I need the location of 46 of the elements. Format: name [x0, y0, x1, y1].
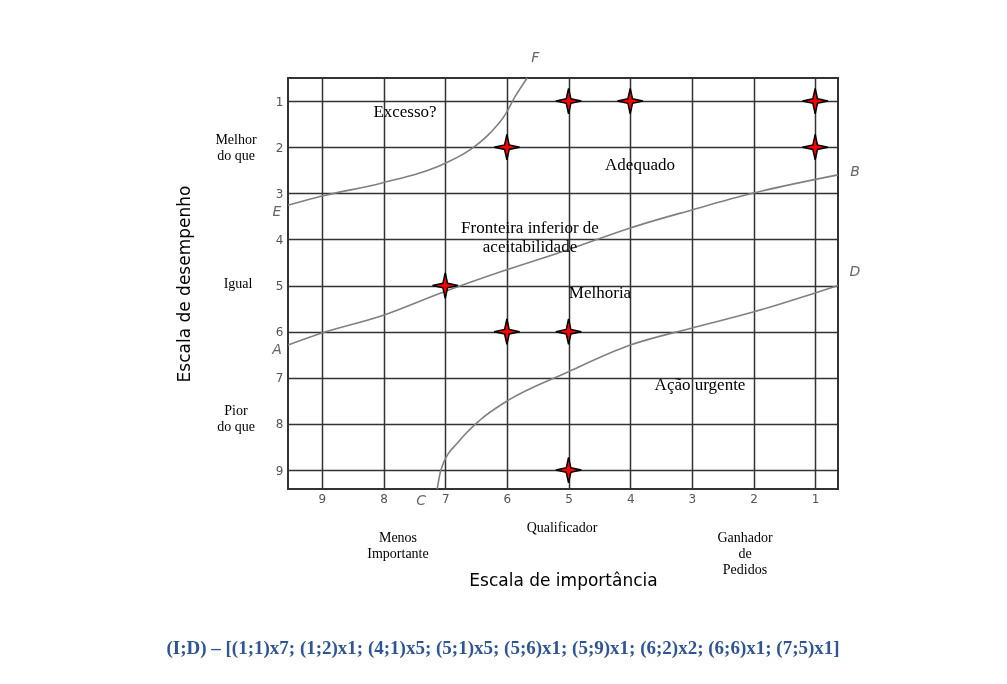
x-tick-label: 2	[750, 491, 758, 506]
text: Ganhador de Pedidos	[717, 530, 773, 577]
x-tick-label: 5	[565, 491, 573, 506]
x-tick-label: 8	[380, 491, 388, 506]
point	[493, 133, 521, 161]
x-tick-label: 9	[318, 491, 327, 506]
annotation: Ação urgente	[654, 375, 746, 394]
annotation: C	[416, 492, 427, 508]
text: Igual	[223, 276, 253, 291]
x-axis-title: Escala de importância	[469, 569, 658, 590]
annotation: D	[849, 262, 861, 279]
annotation: B	[850, 162, 860, 179]
point	[431, 272, 459, 300]
y-tick-label: 9	[275, 463, 284, 478]
line-series	[287, 77, 529, 207]
y-tick-label: 4	[275, 232, 284, 247]
point	[801, 87, 829, 115]
y-tick-label: 5	[275, 279, 284, 294]
point	[616, 87, 644, 115]
point	[555, 87, 583, 115]
y-axis-title: Escala de desempenho	[173, 185, 194, 383]
text: Menos Importante	[367, 530, 429, 561]
point	[801, 133, 829, 161]
x-tick-label: 3	[688, 491, 697, 506]
y-tick-label: 3	[275, 186, 284, 201]
x-tick-label: 1	[811, 491, 820, 506]
x-tick-label: 4	[626, 491, 635, 506]
x-tick-label: 6	[503, 491, 512, 506]
y-tick-label: 1	[275, 94, 284, 109]
y-tick-label: 8	[275, 417, 284, 432]
text: Melhor do que	[215, 132, 257, 163]
x-tick-label: 7	[441, 491, 450, 506]
annotation: A	[271, 341, 282, 358]
point	[555, 456, 583, 484]
annotation: F	[531, 49, 541, 65]
y-tick-label: 7	[275, 371, 284, 386]
text: (I;D) – [(1;1)x7; (1;2)x1; (4;1)x5; (5;1)x5; (5;6)x1; (5;9)x1; (6;2)x2; (6;6)x1; (7;5)x1]	[166, 637, 840, 659]
annotation: E	[272, 203, 282, 220]
text: Qualificador	[526, 520, 598, 535]
text: Pior do que	[217, 403, 255, 434]
point	[493, 318, 521, 346]
point	[555, 318, 583, 346]
line-series	[436, 284, 839, 490]
line-series	[287, 174, 839, 346]
y-tick-label: 6	[275, 325, 284, 340]
y-tick-label: 2	[275, 140, 284, 155]
